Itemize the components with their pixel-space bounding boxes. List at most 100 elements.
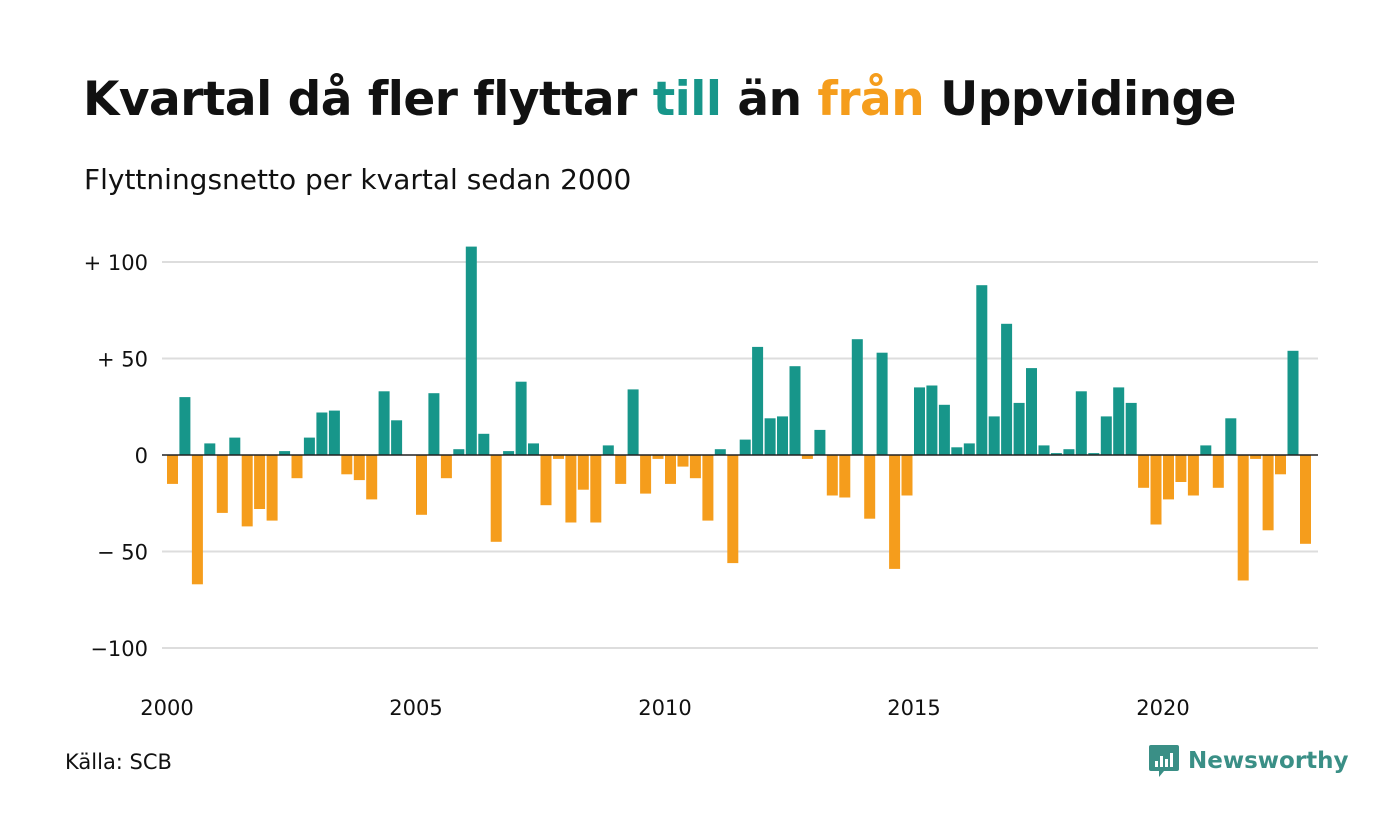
bar bbox=[702, 455, 714, 521]
bar bbox=[889, 455, 901, 569]
bar bbox=[241, 455, 253, 527]
bar bbox=[316, 412, 328, 455]
bar bbox=[391, 420, 403, 455]
bar bbox=[1163, 455, 1174, 500]
bar bbox=[752, 346, 764, 455]
bar bbox=[764, 418, 776, 455]
bar bbox=[864, 455, 876, 519]
bar bbox=[677, 455, 689, 467]
bar bbox=[1150, 455, 1162, 525]
bar bbox=[1063, 449, 1075, 455]
x-tick-label: 2020 bbox=[1136, 696, 1189, 720]
bar bbox=[254, 455, 266, 509]
bar bbox=[689, 455, 701, 479]
bar bbox=[876, 352, 888, 455]
bar bbox=[1225, 418, 1237, 455]
bar-chart: + 100 + 50 0 − 50 −100 2000 2005 2010 2015 2020 bbox=[84, 246, 1318, 720]
bar bbox=[416, 455, 427, 515]
bar bbox=[353, 455, 365, 481]
bars bbox=[167, 246, 1311, 585]
bar bbox=[951, 447, 963, 455]
bar bbox=[640, 455, 652, 494]
bar bbox=[602, 445, 614, 456]
bar bbox=[814, 429, 826, 455]
bar bbox=[1262, 455, 1274, 531]
bar bbox=[440, 455, 452, 479]
bar bbox=[727, 455, 739, 564]
bar bbox=[167, 455, 178, 484]
bar bbox=[714, 449, 726, 455]
title-part-3: Uppvidinge bbox=[924, 72, 1237, 127]
bar bbox=[1013, 402, 1025, 455]
bar bbox=[901, 455, 913, 496]
title-word-fran: från bbox=[817, 72, 925, 127]
bar bbox=[1237, 455, 1249, 581]
brand-logo: Newsworthy bbox=[1148, 744, 1349, 778]
y-tick-label: 0 bbox=[135, 444, 148, 468]
source-note: Källa: SCB bbox=[65, 750, 172, 774]
bar bbox=[739, 439, 751, 455]
y-axis-labels: + 100 + 50 0 − 50 −100 bbox=[84, 251, 148, 661]
x-tick-label: 2000 bbox=[140, 696, 193, 720]
bar bbox=[1187, 455, 1199, 496]
bar bbox=[665, 455, 676, 484]
bar bbox=[1175, 455, 1187, 482]
bar bbox=[229, 437, 241, 455]
bar bbox=[279, 451, 291, 455]
bar bbox=[615, 455, 627, 484]
bar bbox=[428, 393, 440, 455]
bar bbox=[590, 455, 602, 523]
x-tick-label: 2010 bbox=[638, 696, 691, 720]
bar bbox=[503, 451, 515, 455]
x-tick-label: 2015 bbox=[887, 696, 940, 720]
bar bbox=[366, 455, 378, 500]
bar bbox=[914, 387, 925, 455]
bar bbox=[540, 455, 552, 506]
chart-subtitle: Flyttningsnetto per kvartal sedan 2000 bbox=[84, 163, 632, 196]
chat-bar-chart-icon bbox=[1149, 745, 1179, 777]
x-tick-label: 2005 bbox=[389, 696, 442, 720]
bar bbox=[216, 455, 228, 513]
bar bbox=[988, 416, 1000, 455]
bar bbox=[1038, 445, 1050, 456]
bar bbox=[976, 285, 988, 455]
bar bbox=[926, 385, 938, 455]
y-tick-label: + 100 bbox=[84, 251, 148, 275]
bar bbox=[191, 455, 203, 585]
title-word-till: till bbox=[652, 72, 722, 127]
title-part-1: Kvartal då fler flyttar bbox=[83, 72, 653, 127]
bar bbox=[204, 443, 216, 455]
bar bbox=[478, 433, 490, 455]
bar bbox=[1138, 455, 1150, 488]
x-axis-labels: 2000 2005 2010 2015 2020 bbox=[140, 696, 1189, 720]
bar bbox=[1113, 387, 1125, 455]
bar bbox=[652, 455, 664, 459]
bar bbox=[851, 339, 863, 455]
bar bbox=[565, 455, 577, 523]
bar bbox=[303, 437, 315, 455]
bar bbox=[1212, 455, 1224, 488]
y-tick-label: − 50 bbox=[97, 541, 148, 565]
bar bbox=[1100, 416, 1112, 455]
bar bbox=[528, 443, 539, 455]
bar bbox=[1200, 445, 1212, 456]
bar bbox=[1300, 455, 1311, 544]
bar bbox=[341, 455, 353, 475]
bar bbox=[490, 455, 502, 542]
bar bbox=[627, 389, 639, 455]
bar bbox=[938, 404, 950, 455]
bar bbox=[577, 455, 589, 490]
bar bbox=[1026, 368, 1037, 455]
bar bbox=[179, 397, 191, 455]
chart-title: Kvartal då fler flyttar till än från Upp… bbox=[83, 72, 1237, 127]
bar bbox=[1125, 402, 1137, 455]
bar bbox=[1001, 323, 1013, 455]
bar bbox=[553, 455, 564, 459]
bar bbox=[453, 449, 465, 455]
bar bbox=[1075, 391, 1087, 455]
bar bbox=[291, 455, 303, 479]
bar bbox=[1275, 455, 1286, 475]
bar bbox=[1250, 455, 1262, 459]
bar bbox=[328, 410, 340, 455]
y-tick-label: −100 bbox=[90, 637, 148, 661]
